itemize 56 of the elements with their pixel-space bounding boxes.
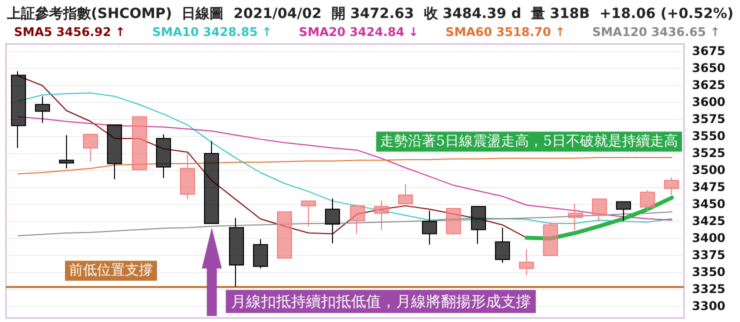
y-tick-label: 3325 bbox=[692, 282, 726, 296]
candlestick bbox=[640, 190, 655, 212]
y-tick-label: 3575 bbox=[692, 112, 726, 126]
y-tick-label: 3550 bbox=[692, 128, 726, 143]
candlestick bbox=[519, 248, 534, 276]
text: SMA120 3436.65 ↑ bbox=[592, 25, 720, 39]
candlestick bbox=[398, 184, 413, 204]
candlestick bbox=[471, 206, 486, 244]
candlestick bbox=[350, 204, 365, 234]
candlestick bbox=[107, 124, 122, 180]
candlestick bbox=[664, 176, 679, 196]
y-tick-label: 3450 bbox=[692, 196, 726, 211]
candlestick bbox=[568, 203, 583, 231]
line-series bbox=[524, 196, 674, 240]
y-tick-label: 3650 bbox=[692, 60, 726, 75]
candlestick bbox=[616, 201, 631, 222]
y-tick-label: 3375 bbox=[692, 248, 726, 262]
candlestick bbox=[592, 198, 607, 222]
y-tick-label: 3475 bbox=[692, 180, 726, 194]
line-series bbox=[18, 157, 672, 174]
candlestick bbox=[11, 70, 26, 149]
y-tick-label: 3600 bbox=[692, 94, 726, 109]
y-tick-label: 3400 bbox=[692, 230, 726, 245]
candlestick bbox=[422, 210, 437, 246]
candlestick bbox=[229, 218, 244, 288]
candlestick bbox=[253, 238, 268, 269]
y-tick-label: 3500 bbox=[692, 162, 726, 177]
candlestick bbox=[83, 133, 98, 162]
candlestick bbox=[446, 208, 461, 236]
candlestick bbox=[180, 152, 195, 200]
text: SMA20 3424.84 ↓ bbox=[298, 25, 419, 39]
candlestick bbox=[204, 140, 219, 224]
candlestick bbox=[543, 222, 558, 256]
text: SMA5 3456.92 ↑ bbox=[14, 25, 126, 39]
line-series bbox=[18, 211, 672, 236]
candlestick bbox=[325, 198, 340, 244]
candlestick bbox=[301, 200, 316, 227]
y-tick-label: 3625 bbox=[692, 78, 726, 92]
text: SMA10 3428.85 ↑ bbox=[152, 25, 272, 39]
candlestick bbox=[277, 211, 292, 259]
y-tick-label: 3525 bbox=[692, 146, 726, 160]
candlestick bbox=[374, 200, 389, 231]
y-tick-label: 3350 bbox=[692, 264, 726, 279]
candlestick bbox=[495, 227, 510, 264]
chart-title: 上証參考指數(SHCOMP) 日線圖 2021/04/02 開 3472.63 收 3484.39 d 量 318B +18.06 (+0.52%) bbox=[6, 5, 734, 22]
candlestick bbox=[35, 96, 50, 124]
candlestick bbox=[132, 116, 147, 171]
text: SMA60 3518.70 ↑ bbox=[446, 25, 566, 39]
y-tick-label: 3300 bbox=[692, 298, 726, 313]
candlestick bbox=[59, 134, 74, 169]
y-tick-label: 3425 bbox=[692, 214, 726, 228]
annotation: 月線扣抵持續扣抵低值，月線將翻揚形成支撐 bbox=[230, 292, 531, 310]
annotation: 走勢沿著5日線震盪走高，5日不破就是持續走高 bbox=[380, 134, 678, 150]
candlestick bbox=[156, 134, 171, 178]
ref-line-label: 前低位置支撐 bbox=[69, 262, 153, 279]
y-tick-label: 3675 bbox=[692, 44, 726, 58]
